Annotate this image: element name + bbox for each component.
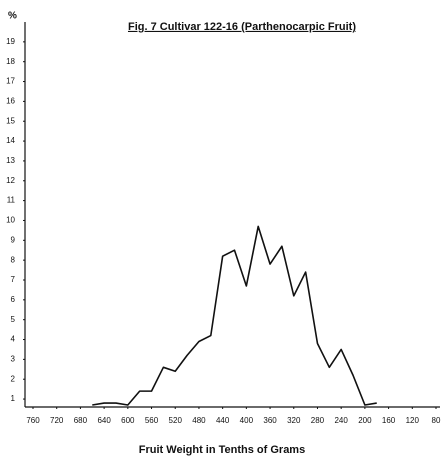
x-tick-label: 80 xyxy=(432,416,441,425)
x-tick-label: 760 xyxy=(26,416,40,425)
y-tick-label: 17 xyxy=(6,77,15,86)
y-tick-label: 9 xyxy=(11,235,16,244)
y-tick-label: 10 xyxy=(6,216,15,225)
x-tick-label: 520 xyxy=(169,416,183,425)
y-tick-label: 15 xyxy=(6,116,15,125)
y-axis-label: % xyxy=(8,11,17,22)
y-tick-label: 5 xyxy=(11,315,16,324)
y-tick-label: 4 xyxy=(11,335,16,344)
x-tick-label: 440 xyxy=(216,416,230,425)
y-tick-label: 19 xyxy=(6,37,15,46)
data-line xyxy=(92,225,377,406)
y-tick-label: 13 xyxy=(6,156,15,165)
y-tick-label: 11 xyxy=(7,196,16,205)
y-tick-label: 7 xyxy=(11,275,16,284)
y-tick-label: 16 xyxy=(6,96,15,105)
x-axis-label: Fruit Weight in Tenths of Grams xyxy=(139,444,305,456)
x-tick-label: 320 xyxy=(287,416,301,425)
chart-title: Fig. 7 Cultivar 122-16 (Parthenocarpic F… xyxy=(128,21,356,33)
y-tick-label: 18 xyxy=(6,57,15,66)
x-tick-label: 240 xyxy=(334,416,348,425)
x-tick-label: 640 xyxy=(97,416,111,425)
x-tick-label: 480 xyxy=(192,416,206,425)
x-tick-label: 560 xyxy=(145,416,159,425)
x-tick-label: 360 xyxy=(263,416,277,425)
x-tick-label: 720 xyxy=(50,416,64,425)
x-tick-label: 120 xyxy=(406,416,420,425)
x-tick-label: 280 xyxy=(311,416,325,425)
y-tick-label: 1 xyxy=(11,394,16,403)
y-tick-label: 2 xyxy=(11,374,16,383)
y-tick-label: 14 xyxy=(6,136,15,145)
x-tick-label: 400 xyxy=(240,416,254,425)
x-tick-label: 680 xyxy=(74,416,88,425)
x-tick-label: 200 xyxy=(358,416,372,425)
y-tick-label: 12 xyxy=(6,176,15,185)
y-tick-label: 6 xyxy=(11,295,16,304)
y-tick-label: 3 xyxy=(11,354,16,363)
x-tick-label: 160 xyxy=(382,416,396,425)
y-tick-label: 8 xyxy=(11,255,16,264)
x-tick-label: 600 xyxy=(121,416,135,425)
